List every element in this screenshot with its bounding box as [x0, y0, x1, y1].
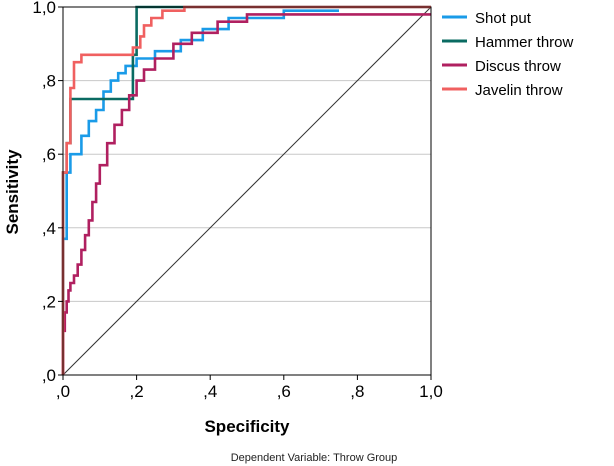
reference-line-group — [62, 6, 432, 376]
y-tick-label: ,0 — [42, 366, 56, 385]
y-tick-labels: ,0 ,2 ,4 ,6 ,8 1,0 — [32, 0, 63, 385]
y-tick-label: 1,0 — [32, 0, 56, 17]
x-tick-label: ,6 — [277, 382, 291, 401]
legend: Shot put Hammer throw Discus throw Javelin … — [442, 10, 574, 99]
footnote: Dependent Variable: Throw Group — [231, 452, 398, 464]
legend-label-discus-throw: Discus throw — [475, 58, 561, 75]
y-axis-title: Sensitivity — [3, 149, 22, 235]
series-line-javelin-throw — [61, 5, 431, 375]
axes — [62, 6, 432, 376]
plot-frame — [62, 6, 432, 376]
y-tick-label: ,8 — [42, 72, 56, 91]
legend-label-javelin-throw: Javelin throw — [475, 82, 563, 99]
x-tick-label: ,8 — [350, 382, 364, 401]
series-lines — [61, 5, 431, 375]
reference-diagonal-line — [62, 6, 432, 376]
legend-label-shot-put: Shot put — [475, 10, 532, 27]
series-line-shot-put — [61, 9, 339, 375]
x-tick-label: ,2 — [130, 382, 144, 401]
y-tick-label: ,6 — [42, 145, 56, 164]
x-tick-labels: ,0 ,2 ,4 ,6 ,8 1,0 — [56, 375, 443, 401]
x-tick-label: 1,0 — [419, 382, 443, 401]
legend-label-hammer-throw: Hammer throw — [475, 34, 574, 51]
x-tick-label: ,0 — [56, 382, 70, 401]
series-line-discus-throw — [61, 13, 431, 375]
y-tick-label: ,4 — [42, 219, 56, 238]
x-axis-title: Specificity — [204, 417, 290, 436]
y-tick-label: ,2 — [42, 292, 56, 311]
x-tick-label: ,4 — [203, 382, 217, 401]
